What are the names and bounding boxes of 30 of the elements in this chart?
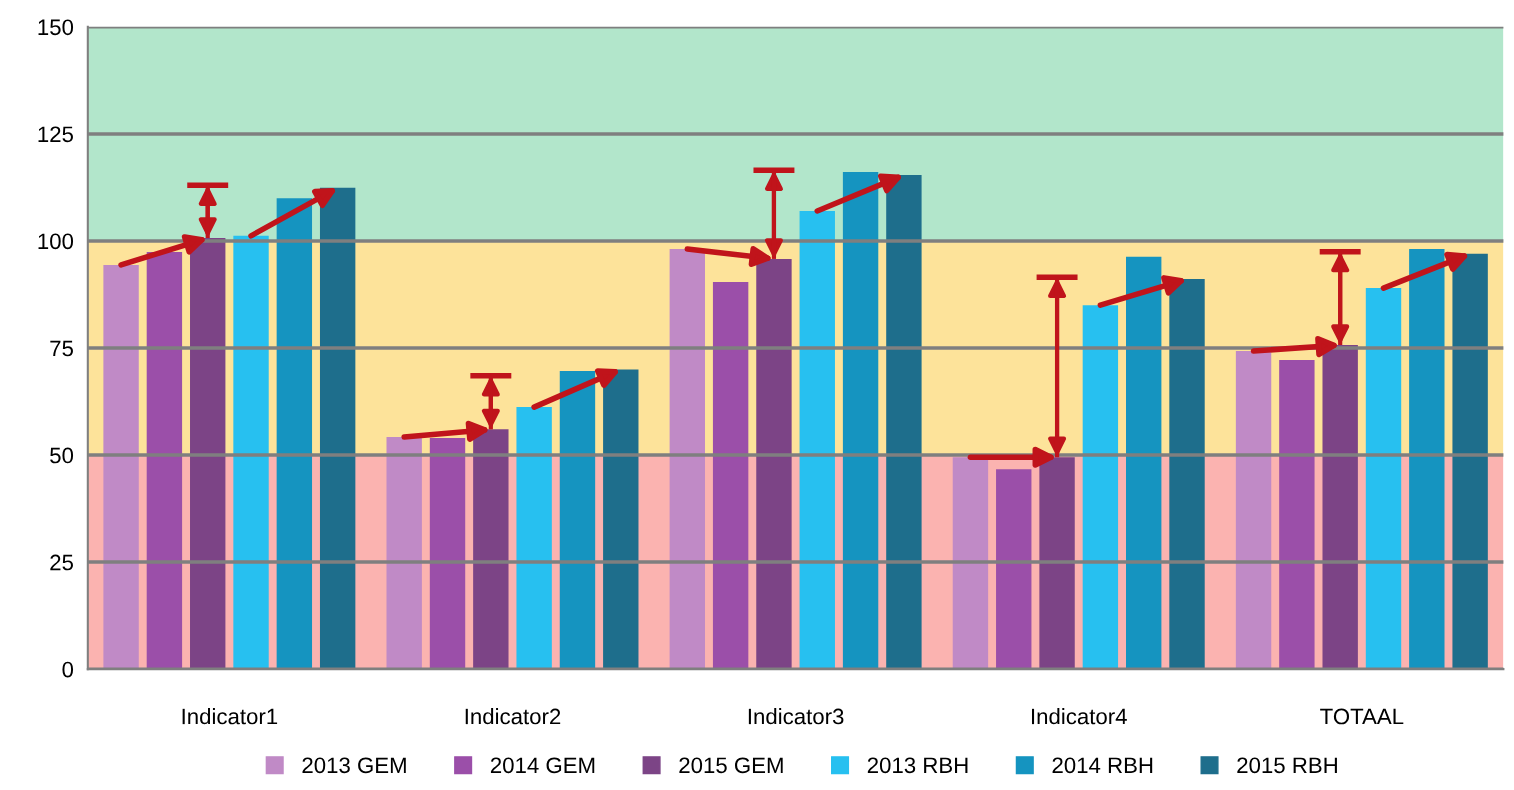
legend-label: 2014 RBH [1052,757,1153,774]
y-tick-label: 75 [50,340,73,357]
legend-label: 2014 GEM [490,757,595,774]
bar [712,282,749,670]
bar [756,258,792,670]
y-tick-label: 150 [38,19,74,36]
x-tick-label: Indicator4 [1031,708,1127,725]
bar [1322,345,1358,670]
legend-label: 2015 RBH [1237,757,1337,774]
bar [1169,279,1205,670]
y-tick-label: 100 [38,233,74,250]
bar [1039,457,1075,670]
y-tick-label: 125 [38,126,73,143]
y-tick-label: 25 [50,554,73,571]
bar [603,369,639,670]
y-tick-label: 50 [50,447,74,464]
x-tick-label: Indicator3 [748,708,844,725]
bar [1279,359,1315,670]
legend-label: 2015 GEM [679,757,783,774]
legend-label: 2013 GEM [302,757,406,774]
x-tick-label: Indicator2 [465,708,561,725]
y-tick-label: 0 [62,661,74,678]
legend-label: 2013 RBH [867,757,968,774]
x-tick-label: TOTAAL [1320,708,1404,725]
bar [886,175,922,670]
bar [1452,253,1488,670]
x-tick-label: Indicator1 [182,708,278,725]
bar [319,187,356,670]
bar [473,429,509,670]
bar [996,469,1032,670]
